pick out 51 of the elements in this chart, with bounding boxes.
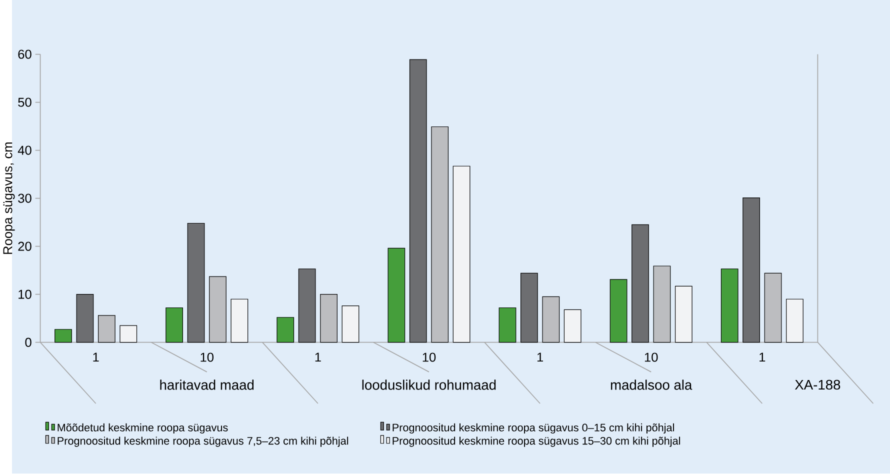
bar [342, 306, 360, 343]
y-tick-label: 0 [25, 338, 32, 348]
bar [76, 294, 94, 343]
bar [498, 308, 516, 343]
bar [98, 315, 116, 343]
bar [742, 198, 760, 343]
y-tick-label: 50 [18, 98, 32, 108]
bar [431, 126, 449, 343]
bar [653, 266, 671, 343]
bar [542, 296, 560, 343]
y-tick-label: 30 [18, 194, 32, 204]
bar [54, 329, 72, 343]
x-tick-label: 1 [93, 352, 99, 362]
bar [764, 273, 782, 343]
legend-label: Mõõdetud keskmine roopa sügavus [58, 424, 228, 434]
text: XA-188 [794, 380, 840, 390]
text: madalsoo ala [610, 380, 692, 390]
bar [276, 317, 294, 343]
legend-label: Prognoositud keskmine roopa sügavus 0–15 cm kihi põhjal [392, 424, 674, 434]
y-axis-title: Roopa sügavus, cm [3, 142, 15, 254]
y-tick-label: 60 [18, 50, 32, 60]
bar [209, 276, 226, 343]
text: haritavad maad [160, 380, 254, 390]
x-tick-label: 1 [537, 352, 543, 362]
bar [388, 248, 406, 343]
x-tick-label: 10 [422, 352, 436, 362]
x-tick-label: 10 [200, 352, 214, 362]
bar [674, 286, 692, 343]
y-tick-label: 20 [18, 242, 32, 252]
bar [409, 59, 427, 343]
bar [298, 268, 316, 343]
bar [520, 273, 538, 343]
bar [166, 308, 184, 343]
x-tick-label: 1 [760, 352, 766, 362]
bar [632, 224, 649, 343]
y-tick-label: 10 [18, 290, 32, 300]
bar [564, 310, 582, 343]
text: looduslikud rohumaad [362, 380, 496, 390]
bar [230, 299, 248, 343]
x-tick-label: 1 [315, 352, 321, 362]
bar [452, 166, 470, 343]
bar [120, 325, 138, 343]
legend-label: Prognoositud keskmine roopa sügavus 15–30 cm kihi põhjal [392, 436, 680, 448]
bar [187, 223, 205, 343]
bar [720, 268, 738, 343]
bar [320, 294, 338, 343]
bar [786, 299, 804, 343]
legend-label: Prognoositud keskmine roopa sügavus 7,5–23 cm kihi põhjal [58, 436, 348, 448]
x-tick-label: 10 [644, 352, 658, 362]
y-tick-label: 40 [18, 146, 32, 156]
bar [610, 279, 628, 343]
